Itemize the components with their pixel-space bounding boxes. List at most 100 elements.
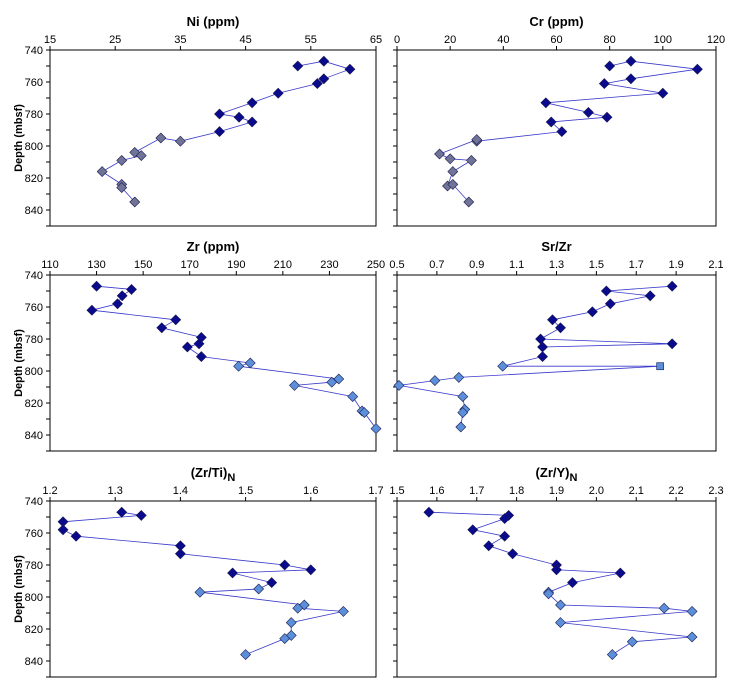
data-point	[555, 322, 566, 334]
y-axis-label: Depth (mbsf)	[13, 104, 25, 172]
data-point	[455, 421, 467, 433]
data-point	[686, 605, 698, 617]
chart-title-main: (Zr/Ti)	[191, 465, 228, 480]
data-point	[116, 290, 128, 302]
data-point	[691, 63, 703, 75]
data-point	[547, 314, 558, 326]
data-point	[174, 548, 186, 560]
series-line	[62, 511, 344, 655]
x-tick-label: 55	[305, 34, 317, 46]
x-tick-label: 0.9	[469, 259, 484, 271]
y-axis-label: Depth (mbsf)	[13, 329, 25, 397]
data-point	[285, 617, 297, 629]
data-point	[658, 602, 670, 614]
y-tick-label: 800	[25, 592, 43, 604]
y-tick-label: 800	[25, 366, 43, 378]
data-point	[567, 577, 578, 589]
chart-title: Cr (ppm)	[529, 14, 583, 29]
data-point	[483, 540, 495, 552]
x-tick-label: 190	[227, 259, 245, 271]
data-point	[240, 649, 252, 661]
data-point	[466, 154, 477, 166]
x-tick-label: 2.0	[589, 485, 604, 497]
data-point	[214, 126, 225, 138]
chart-panel-6: (Zr/Y)N 1.5 1.6 1.7 1.8 1.9 2.0 2.1 2.2 2.3	[389, 465, 724, 678]
y-tick-label: 740	[25, 496, 43, 508]
chart-panel-1: Ni (ppm) 15 25 35 45 55 65 740 760 780 800 820 840 De…	[13, 14, 382, 227]
chart-title-main: Zr (ppm)	[187, 239, 240, 254]
data-point	[233, 111, 245, 123]
chart-panel-2: Cr (ppm) 0 20 40 60 80 100 120	[393, 14, 725, 227]
data-point	[116, 154, 128, 166]
data-point	[96, 166, 108, 178]
data-point	[194, 586, 206, 598]
data-point	[444, 153, 456, 165]
data-point	[279, 633, 291, 645]
data-point	[244, 357, 256, 369]
x-tick-label: 150	[134, 259, 152, 271]
data-point	[233, 360, 245, 372]
data-point	[170, 314, 182, 326]
x-tick-label: 230	[320, 259, 338, 271]
data-point	[447, 166, 459, 178]
x-tick-label: 0.7	[429, 259, 444, 271]
x-tick-label: 1.8	[509, 485, 524, 497]
data-point	[601, 111, 613, 123]
data-point	[604, 60, 616, 72]
data-point	[545, 116, 557, 128]
chart-title-subscript: N	[570, 472, 578, 484]
data-point	[537, 341, 548, 353]
data-point	[555, 617, 566, 629]
data-point	[195, 351, 207, 363]
x-tick-label: 250	[367, 259, 385, 271]
x-tick-label: 1.2	[42, 485, 57, 497]
y-tick-label: 820	[25, 624, 43, 636]
data-point	[543, 588, 554, 600]
chart-title-main: (Zr/Y)	[536, 465, 570, 480]
y-tick-label: 820	[25, 398, 43, 410]
data-point	[126, 283, 137, 295]
data-point	[606, 649, 618, 661]
x-tick-label: 1.6	[429, 485, 444, 497]
data-point	[535, 333, 546, 345]
x-tick-label: 130	[87, 259, 105, 271]
x-tick-label: 25	[109, 34, 121, 46]
data-point	[246, 97, 258, 109]
data-point	[292, 602, 304, 614]
data-point	[666, 338, 678, 350]
x-tick-label: 2.1	[708, 259, 723, 271]
x-tick-label: 1.7	[368, 485, 383, 497]
data-point	[598, 78, 610, 90]
data-point	[181, 341, 193, 353]
x-tick-label: 170	[181, 259, 199, 271]
data-point	[91, 280, 102, 292]
plot-frame	[49, 274, 377, 452]
data-point	[625, 55, 637, 67]
data-point	[266, 577, 278, 589]
data-point	[193, 338, 205, 350]
data-point	[656, 362, 665, 371]
data-point	[429, 375, 441, 387]
data-point	[423, 506, 435, 518]
x-tick-label: 60	[550, 34, 562, 46]
data-point	[551, 564, 562, 576]
data-point	[156, 322, 168, 334]
data-point	[600, 285, 612, 297]
data-point	[326, 376, 338, 388]
y-tick-label: 760	[25, 302, 43, 314]
x-tick-label: 20	[444, 34, 456, 46]
chart-title: Zr (ppm)	[187, 239, 240, 254]
data-point	[586, 306, 598, 318]
y-tick-label: 840	[25, 656, 43, 668]
x-tick-label: 210	[274, 259, 292, 271]
data-point	[499, 530, 511, 542]
x-tick-label: 1.6	[303, 485, 318, 497]
data-point	[272, 87, 284, 99]
y-tick-label: 760	[25, 528, 43, 540]
data-point	[507, 548, 519, 560]
x-tick-label: 35	[174, 34, 186, 46]
x-tick-label: 1.3	[549, 259, 564, 271]
data-point	[305, 564, 317, 576]
y-tick-label: 820	[25, 173, 43, 185]
x-tick-label: 45	[239, 34, 251, 46]
